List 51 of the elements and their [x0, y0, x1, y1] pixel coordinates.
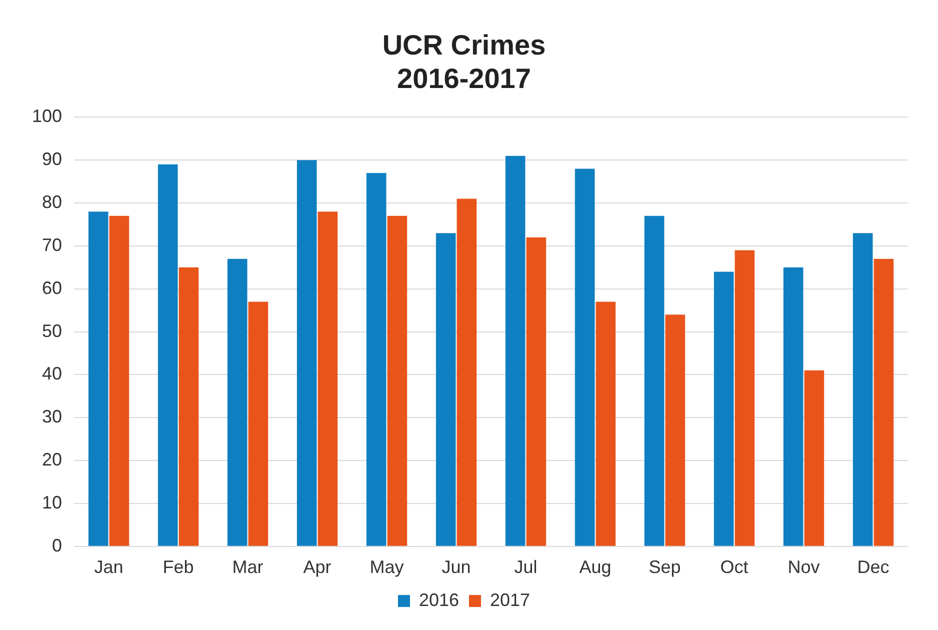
y-tick-label: 90: [42, 149, 62, 170]
x-tick-label: Aug: [579, 557, 612, 578]
bar: [109, 216, 130, 546]
x-tick-label: Nov: [788, 557, 820, 578]
x-tick-label: Dec: [857, 557, 890, 578]
x-tick-label: Jun: [442, 557, 471, 578]
bar: [665, 314, 686, 546]
x-tick-label: Jul: [514, 557, 538, 578]
x-tick-label: Sep: [648, 557, 681, 578]
bar: [248, 302, 268, 546]
y-tick-label: 0: [52, 535, 62, 556]
bar: [178, 267, 199, 546]
x-tick-label: Oct: [720, 557, 748, 578]
bar: [874, 258, 894, 546]
y-tick-label: 30: [42, 406, 62, 427]
y-tick-label: 10: [42, 492, 62, 512]
y-tick-label: 50: [42, 320, 62, 341]
bar: [804, 370, 824, 546]
bar: [88, 212, 108, 546]
x-tick-label: Feb: [162, 557, 194, 578]
legend-label: 2017: [490, 590, 530, 610]
bar: [852, 233, 873, 546]
x-tick-label: Jan: [94, 557, 124, 578]
bar: [714, 272, 734, 546]
bar: [574, 168, 595, 546]
y-tick-label: 80: [42, 192, 62, 212]
bar: [296, 160, 317, 546]
bar: [734, 250, 755, 546]
bar: [227, 258, 248, 546]
bar: [387, 216, 408, 546]
bar: [505, 156, 526, 546]
legend-label: 2016: [418, 590, 460, 610]
y-tick-label: 20: [42, 450, 62, 470]
x-tick-label: Mar: [232, 557, 264, 578]
bar: [596, 302, 616, 546]
x-tick-label: May: [370, 557, 404, 578]
y-tick-label: 70: [42, 234, 62, 255]
y-tick-label: 40: [42, 364, 62, 384]
y-tick-label: 100: [32, 106, 62, 126]
bar: [436, 233, 456, 546]
text: 2016-2017: [397, 63, 531, 94]
bar: [158, 164, 178, 546]
bar: [783, 267, 804, 546]
bar: [644, 216, 664, 546]
text: UCR Crimes: [382, 30, 546, 61]
y-tick-label: 60: [42, 278, 62, 298]
bar: [318, 212, 338, 546]
x-tick-label: Apr: [303, 557, 332, 578]
bar: [456, 198, 477, 546]
bar: [366, 172, 386, 546]
bar: [526, 237, 546, 546]
